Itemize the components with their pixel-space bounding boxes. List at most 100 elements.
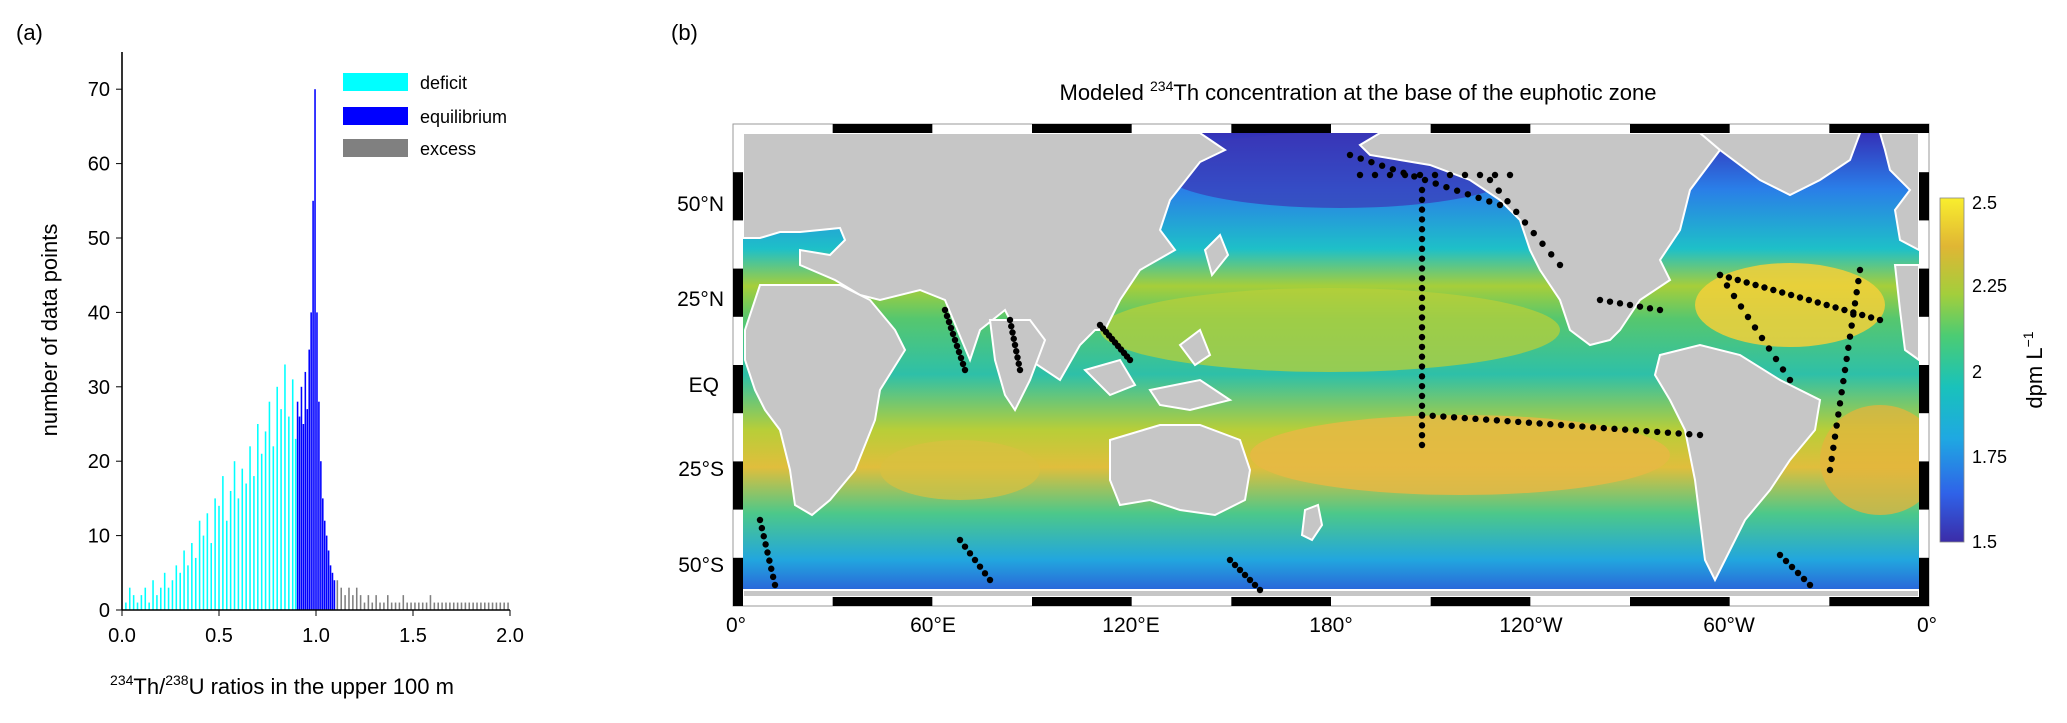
bar-excess-21	[418, 602, 420, 610]
bar-excess-2	[344, 595, 346, 610]
station-dot-55	[1725, 274, 1733, 281]
bar-equilibrium-0	[296, 401, 299, 610]
map-border-checks	[733, 124, 1929, 606]
world-map: 50°N 25°N EQ 25°S 50°S 0° 60°E 120°E 180…	[677, 123, 1937, 637]
bar-excess-11	[379, 602, 381, 610]
station-dot-47	[1632, 427, 1640, 434]
station-dot-30	[1450, 414, 1458, 421]
station-dot-73	[1716, 271, 1724, 279]
station-dot-198	[1596, 296, 1604, 304]
colorbar-tick-2: 2	[1972, 362, 1982, 382]
colorbar-tick-1.5: 1.5	[1972, 532, 1997, 552]
station-dot-189	[976, 563, 984, 570]
x-tick-label-1.0: 1.0	[302, 625, 330, 647]
station-dot-61	[1779, 289, 1786, 296]
legend-label-deficit: deficit	[420, 73, 467, 93]
station-dot-4	[1418, 226, 1426, 233]
station-dot-66	[1823, 301, 1830, 309]
bar-excess-4	[352, 595, 354, 610]
bar-deficit-18	[194, 557, 197, 610]
bar-deficit-10	[163, 572, 166, 610]
station-dot-181	[766, 557, 773, 564]
land-africa	[744, 284, 907, 517]
land-australia	[1109, 424, 1252, 517]
lat-25s: 25°S	[678, 458, 724, 481]
bar-excess-14	[390, 602, 393, 610]
station-dot-169	[1226, 556, 1234, 564]
station-dot-119	[951, 336, 959, 344]
station-dot-10	[1418, 284, 1426, 292]
station-dot-188	[971, 556, 979, 564]
y-tick-label-10: 10	[88, 526, 110, 548]
bar-deficit-22	[210, 543, 213, 610]
station-dot-116	[945, 318, 953, 326]
station-dot-178	[760, 533, 767, 540]
bar-excess-15	[394, 602, 397, 610]
station-dot-193	[1782, 557, 1790, 565]
station-dot-186	[961, 543, 969, 550]
station-dot-75	[1730, 292, 1738, 300]
station-dot-101	[1828, 455, 1835, 463]
station-dot-36	[1515, 418, 1522, 426]
station-dot-87	[1851, 300, 1859, 307]
station-dot-194	[1788, 563, 1796, 571]
station-dot-53	[1696, 431, 1704, 439]
border-check-left-9	[733, 557, 743, 606]
station-dot-167	[1491, 171, 1499, 179]
station-dot-98	[1833, 422, 1840, 429]
bar-deficit-0	[125, 602, 127, 610]
bar-excess-37	[480, 602, 482, 610]
station-dot-41	[1568, 422, 1575, 429]
border-check-bottom-5	[1231, 597, 1331, 606]
station-dot-140	[1411, 173, 1418, 180]
station-dot-2	[1418, 206, 1426, 213]
bar-excess-44	[507, 602, 509, 610]
bar-deficit-12	[171, 580, 174, 610]
bar-excess-0	[336, 580, 339, 610]
station-dot-158	[1356, 171, 1364, 179]
bar-equilibrium-3	[302, 424, 305, 610]
station-dot-17	[1418, 353, 1426, 360]
station-dot-81	[1772, 355, 1780, 363]
border-check-right-1	[1919, 172, 1929, 221]
station-dot-172	[1241, 571, 1249, 579]
station-dot-137	[1378, 162, 1386, 169]
station-dot-26	[1418, 441, 1426, 449]
station-dot-15	[1418, 333, 1426, 341]
x-title-th: Th/	[133, 674, 166, 699]
station-dot-85	[1855, 277, 1862, 285]
lat-25n: 25°N	[677, 288, 724, 311]
y-tick-label-40: 40	[88, 302, 110, 324]
station-dot-126	[1008, 323, 1015, 330]
land-japan	[1203, 233, 1230, 278]
station-dot-43	[1589, 424, 1597, 431]
station-dot-171	[1236, 566, 1244, 574]
station-dot-80	[1765, 345, 1773, 352]
bar-equilibrium-17	[329, 565, 332, 610]
x-tick-label-0.5: 0.5	[205, 625, 233, 647]
y-tick-label-20: 20	[88, 451, 110, 473]
station-dot-118	[949, 330, 957, 338]
bar-excess-22	[421, 602, 424, 610]
station-dot-165	[1461, 171, 1469, 179]
station-dot-11	[1418, 294, 1426, 302]
station-dot-94	[1840, 377, 1847, 385]
land-new-zealand	[1300, 503, 1324, 542]
station-dot-21	[1418, 392, 1426, 400]
station-dot-195	[1794, 569, 1802, 577]
bar-excess-1	[340, 587, 342, 610]
station-dot-151	[1504, 198, 1511, 205]
bar-excess-42	[499, 602, 502, 610]
station-dot-27	[1418, 411, 1426, 419]
bar-equilibrium-7	[310, 312, 312, 610]
station-dot-153	[1521, 219, 1529, 226]
colorbar-tick-2.5: 2.5	[1972, 193, 1997, 213]
station-dot-133	[1016, 366, 1024, 374]
station-dot-13	[1418, 314, 1426, 321]
station-dot-83	[1786, 376, 1794, 384]
y-tick-label-70: 70	[88, 79, 110, 101]
legend-swatch-equilibrium	[343, 107, 408, 125]
lat-labels: 50°N 25°N EQ 25°S 50°S	[677, 193, 724, 577]
station-dot-173	[1246, 576, 1254, 584]
colorbar-tick-1.75: 1.75	[1972, 447, 2007, 467]
